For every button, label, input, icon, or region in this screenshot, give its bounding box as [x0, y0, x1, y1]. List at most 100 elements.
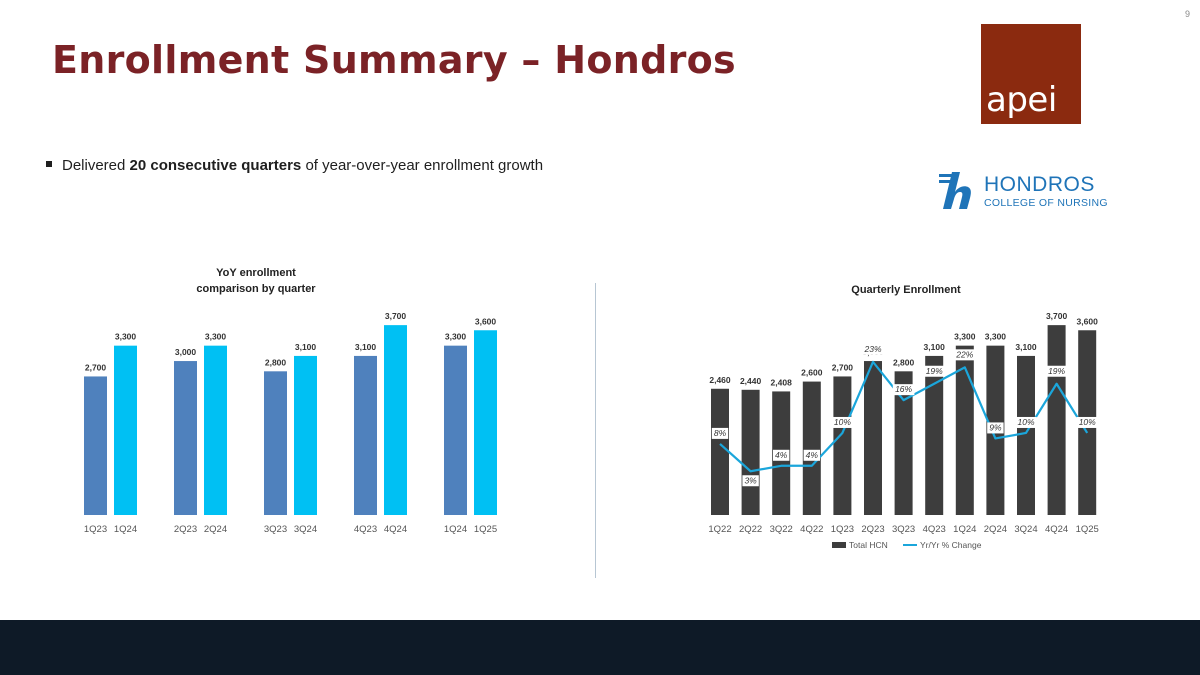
hcn-tick-label: 4Q24	[1045, 524, 1068, 535]
hcn-bar-3q24	[1017, 355, 1035, 515]
hcn-bar-1q24	[955, 345, 974, 515]
hcn-bar-label: 2,408	[771, 377, 793, 387]
yoy-bar-3q23-g2	[264, 371, 287, 515]
hcn-bar-4q23	[925, 355, 944, 515]
pct-point-label: 8%	[714, 428, 727, 438]
quarterly-enrollment-chart: Quarterly Enrollment 2,460 1Q22 2,440 2Q22 2…	[708, 284, 1099, 550]
hcn-bar-label: 2,700	[832, 362, 854, 372]
bullet-prefix: Delivered	[62, 157, 130, 174]
yoy-bar-2q23-g1	[174, 361, 197, 515]
hcn-bar-2q23	[864, 361, 882, 515]
yoy-chart-title-line2: comparison by quarter	[196, 283, 316, 295]
pct-point-label: 22%	[955, 349, 973, 359]
hcn-tick-label: 4Q22	[800, 524, 823, 535]
pct-label-bg	[923, 365, 945, 377]
pct-label-bg	[803, 449, 820, 461]
yoy-tick-label: 4Q23	[354, 524, 377, 535]
pct-label-bg	[892, 384, 915, 396]
pct-label-bg	[862, 343, 884, 355]
chart-divider	[595, 283, 596, 578]
hcn-bar-label: 2,460	[709, 375, 731, 385]
apei-logo: apei	[981, 24, 1081, 124]
hcn-bar-label: 3,100	[1015, 342, 1037, 352]
hcn-tick-label: 1Q25	[1076, 524, 1099, 535]
hcn-bar-4q22	[802, 381, 821, 515]
yoy-tick-label: 2Q23	[174, 524, 197, 535]
pct-label-bg	[773, 449, 790, 461]
yoy-bar-label: 3,600	[475, 316, 497, 326]
legend-swatch-total	[832, 542, 846, 548]
yoy-bar-1q25-g4	[474, 330, 497, 515]
pct-point-label: 16%	[895, 384, 912, 394]
summary-bullet: Delivered 20 consecutive quarters of yea…	[46, 157, 543, 174]
pct-label-bg	[742, 475, 759, 487]
pct-point-label: 23%	[863, 344, 881, 354]
pct-label-bg	[1015, 416, 1037, 428]
bullet-bold: 20 consecutive quarters	[129, 157, 302, 174]
yoy-chart-title-line1: YoY enrollment	[216, 267, 296, 279]
yoy-bar-label: 3,300	[115, 332, 137, 342]
pct-label-bg	[954, 349, 976, 361]
yoy-bar-label: 2,800	[265, 357, 287, 367]
yoy-tick-label: 3Q23	[264, 524, 287, 535]
yoy-bar-label: 3,300	[205, 332, 227, 342]
pct-point-label: 3%	[744, 475, 757, 485]
yoy-bar-4q23-g3	[354, 355, 377, 515]
pct-point-label: 10%	[834, 417, 851, 427]
hcn-bar-label: 3,300	[954, 332, 976, 342]
yoy-tick-label: 3Q24	[294, 524, 317, 535]
hcn-tick-label: 1Q23	[831, 524, 854, 535]
yoy-bar-3q24-g2	[294, 355, 317, 515]
yoy-tick-label: 1Q25	[474, 524, 497, 535]
bullet-suffix: of year-over-year enrollment growth	[301, 157, 544, 174]
legend-label-pct: Yr/Yr % Change	[920, 540, 982, 550]
yoy-bar-label: 3,300	[445, 332, 467, 342]
hondros-subtitle: COLLEGE OF NURSING	[984, 197, 1108, 209]
yoy-tick-label: 4Q24	[384, 524, 407, 535]
hcn-tick-label: 4Q23	[923, 524, 946, 535]
hondros-h-icon	[939, 172, 971, 209]
hcn-tick-label: 3Q24	[1014, 524, 1037, 535]
hcn-tick-label: 3Q23	[892, 524, 915, 535]
bullet-square-icon	[46, 161, 52, 167]
hcn-tick-label: 2Q24	[984, 524, 1007, 535]
hcn-bar-1q22	[711, 388, 729, 515]
legend-label-total: Total HCN	[849, 540, 888, 550]
hcn-tick-label: 3Q22	[770, 524, 793, 535]
hcn-bar-3q23	[894, 371, 913, 515]
hcn-bar-2q22	[741, 389, 760, 515]
yoy-tick-label: 1Q24	[114, 524, 137, 535]
pct-label-bg	[1076, 416, 1098, 428]
yoy-tick-label: 1Q23	[84, 524, 107, 535]
yoy-bar-label: 2,700	[85, 362, 107, 372]
pct-label-bg	[987, 422, 1004, 434]
yoy-bar-1q24-g4	[444, 345, 467, 515]
yoy-bar-label: 3,000	[175, 347, 197, 357]
hcn-bar-label: 2,800	[893, 357, 915, 367]
hcn-tick-label: 1Q22	[708, 524, 731, 535]
hcn-bar-label: 2,600	[801, 368, 823, 378]
yoy-bar-2q24-g1	[204, 345, 227, 515]
yoy-bar-4q24-g3	[384, 325, 407, 515]
pct-point-label: 4%	[775, 450, 788, 460]
hcn-tick-label: 2Q22	[739, 524, 762, 535]
pct-change-line	[719, 360, 1089, 473]
pct-point-label: 19%	[1048, 366, 1065, 376]
hcn-tick-label: 1Q24	[953, 524, 976, 535]
hcn-tick-label: 2Q23	[861, 524, 884, 535]
hcn-bar-4q24	[1047, 325, 1066, 515]
hcn-bar-label: 3,600	[1077, 316, 1099, 326]
apei-logo-text: apei	[986, 80, 1057, 120]
hcn-bar-1q23	[833, 376, 852, 515]
pct-point-label: 9%	[989, 422, 1002, 432]
yoy-bar-label: 3,700	[385, 311, 407, 321]
quarterly-chart-title: Quarterly Enrollment	[851, 284, 961, 296]
hcn-bar-label: 3,700	[1046, 311, 1068, 321]
pct-point-label: 4%	[806, 450, 819, 460]
pct-point-label: 19%	[926, 366, 943, 376]
hcn-bar-label: 3,100	[924, 342, 946, 352]
hondros-logo: HONDROS COLLEGE OF NURSING	[938, 170, 1118, 212]
yoy-tick-label: 1Q24	[444, 524, 467, 535]
pct-point-label: 10%	[1017, 417, 1034, 427]
hcn-bar-label: 2,440	[740, 376, 762, 386]
